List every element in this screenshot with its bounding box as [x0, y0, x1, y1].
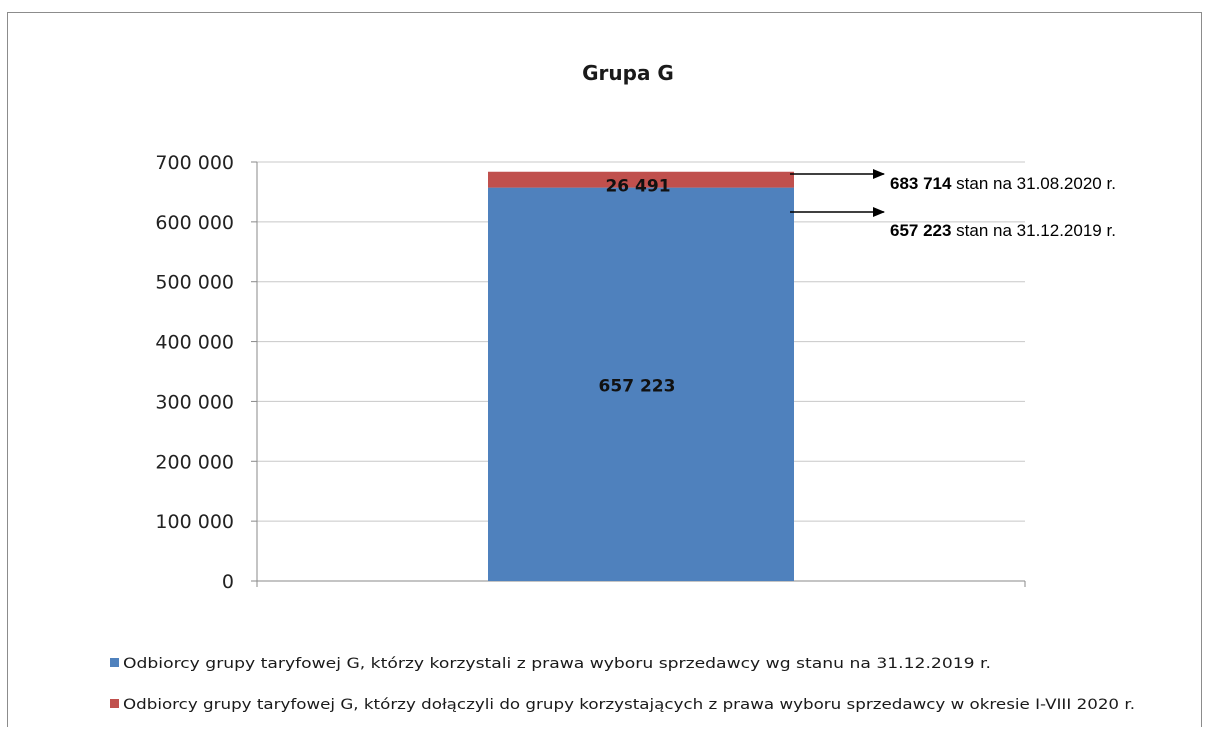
legend-label: Odbiorcy grupy taryfowej G, którzy korzy…: [123, 656, 991, 672]
callout-caption: stan na 31.12.2019 r.: [951, 221, 1115, 240]
y-tick-label: 100 000: [155, 511, 234, 533]
y-tick-label: 0: [222, 571, 234, 593]
y-tick-label: 600 000: [155, 212, 234, 234]
legend-swatch: [110, 658, 119, 667]
callout-text: 657 223 stan na 31.12.2019 r.: [890, 221, 1116, 240]
data-labels: 657 223 26 491: [599, 177, 676, 397]
callout-value: 657 223: [890, 221, 951, 240]
bar-segment-1: [488, 187, 794, 581]
y-tick-label: 400 000: [155, 332, 234, 354]
y-tick-label: 200 000: [155, 451, 234, 473]
callout-caption: stan na 31.08.2020 r.: [951, 174, 1115, 193]
data-label-series-2: 26 491: [605, 177, 670, 197]
callout-value: 683 714: [890, 174, 952, 193]
y-tick-label: 300 000: [155, 391, 234, 413]
callouts: 683 714 stan na 31.08.2020 r. 657 223 sta…: [790, 169, 1116, 240]
legend-swatch: [110, 699, 119, 708]
legend: Odbiorcy grupy taryfowej G, którzy korzy…: [110, 656, 1135, 713]
chart-frame: [7, 12, 1202, 727]
y-axis-ticks: 0 100 000 200 000 300 000 400 000 500 000 600 …: [155, 152, 1026, 593]
callout-text: 683 714 stan na 31.08.2020 r.: [890, 174, 1116, 193]
chart-title: Grupa G: [582, 61, 674, 85]
legend-label: Odbiorcy grupy taryfowej G, którzy dołąc…: [123, 697, 1135, 713]
bar-segment-2: [488, 171, 794, 188]
y-tick-label: 500 000: [155, 272, 234, 294]
bars: [488, 171, 794, 581]
data-label-series-1: 657 223: [599, 376, 676, 396]
y-tick-label: 700 000: [155, 152, 234, 174]
